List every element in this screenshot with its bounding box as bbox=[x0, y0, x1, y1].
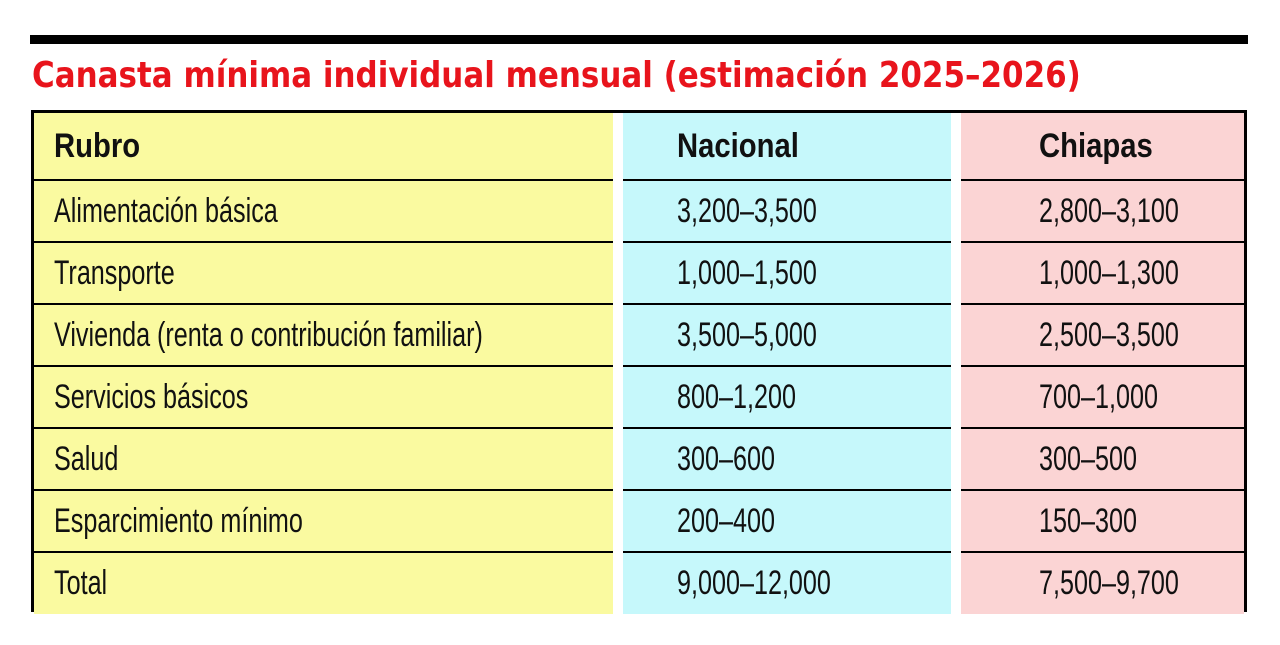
cell-chiapas: 7,500–9,700 bbox=[961, 552, 1244, 614]
cell-chiapas: 700–1,000 bbox=[961, 366, 1244, 429]
cell-nacional: 200–400 bbox=[623, 490, 951, 553]
header-nacional: Nacional bbox=[623, 113, 951, 181]
cell-rubro: Transporte bbox=[34, 242, 613, 305]
cell-nacional: 800–1,200 bbox=[623, 366, 951, 429]
cell-chiapas: 1,000–1,300 bbox=[961, 242, 1244, 305]
page-title: Canasta mínima individual mensual (estim… bbox=[32, 55, 1081, 96]
table-header-row: Rubro Nacional Chiapas bbox=[34, 113, 1244, 181]
table-row: Transporte 1,000–1,500 1,000–1,300 bbox=[34, 242, 1244, 305]
cell-rubro: Esparcimiento mínimo bbox=[34, 490, 613, 553]
cell-chiapas: 2,800–3,100 bbox=[961, 180, 1244, 243]
cell-rubro: Alimentación básica bbox=[34, 180, 613, 243]
cell-nacional: 300–600 bbox=[623, 428, 951, 491]
cell-chiapas: 2,500–3,500 bbox=[961, 304, 1244, 367]
table-row-total: Total 9,000–12,000 7,500–9,700 bbox=[34, 552, 1244, 614]
cell-rubro: Vivienda (renta o contribución familiar) bbox=[34, 304, 613, 367]
table-row: Alimentación básica 3,200–3,500 2,800–3,… bbox=[34, 180, 1244, 243]
cell-chiapas: 150–300 bbox=[961, 490, 1244, 553]
header-rubro: Rubro bbox=[34, 113, 613, 181]
cell-rubro: Salud bbox=[34, 428, 613, 491]
header-chiapas: Chiapas bbox=[961, 113, 1244, 181]
table-row: Salud 300–600 300–500 bbox=[34, 428, 1244, 491]
table-row: Servicios básicos 800–1,200 700–1,000 bbox=[34, 366, 1244, 429]
table-row: Esparcimiento mínimo 200–400 150–300 bbox=[34, 490, 1244, 553]
cell-chiapas: 300–500 bbox=[961, 428, 1244, 491]
cell-nacional: 9,000–12,000 bbox=[623, 552, 951, 614]
top-rule bbox=[30, 35, 1248, 44]
cell-rubro: Total bbox=[34, 552, 613, 614]
cell-nacional: 3,500–5,000 bbox=[623, 304, 951, 367]
cell-nacional: 1,000–1,500 bbox=[623, 242, 951, 305]
data-table: Rubro Nacional Chiapas Alimentación bási… bbox=[31, 110, 1247, 614]
cell-rubro: Servicios básicos bbox=[34, 366, 613, 429]
cell-nacional: 3,200–3,500 bbox=[623, 180, 951, 243]
table-row: Vivienda (renta o contribución familiar)… bbox=[34, 304, 1244, 367]
